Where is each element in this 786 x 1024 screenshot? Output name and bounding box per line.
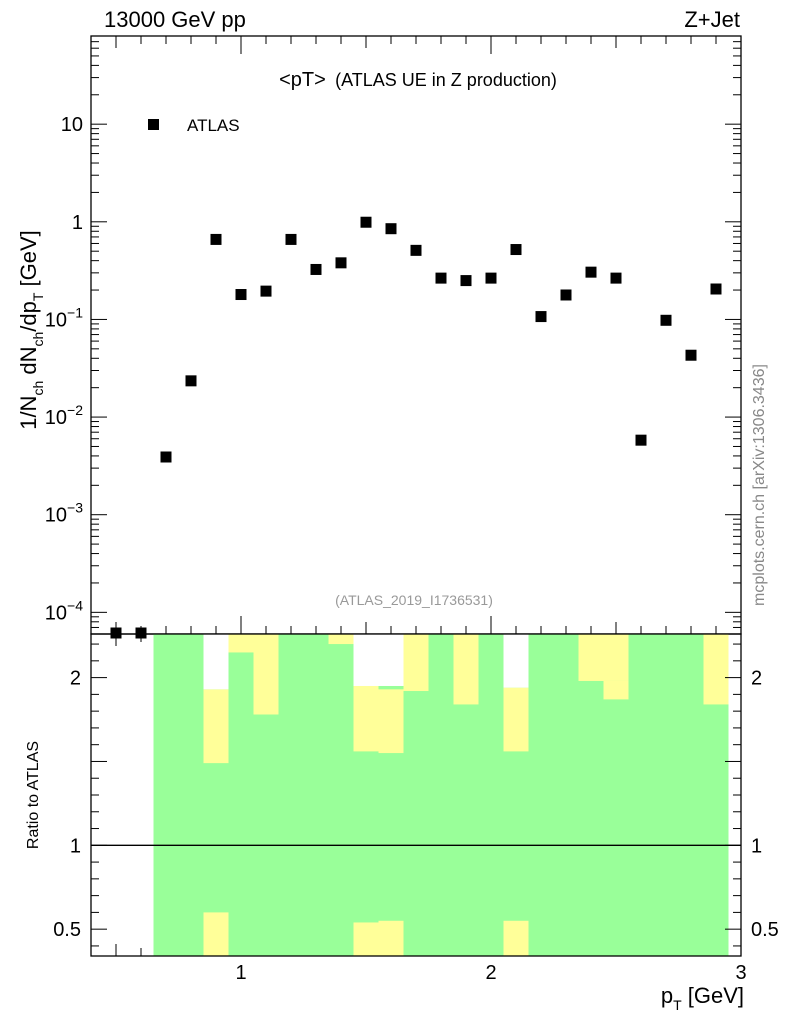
- ratio-band-outer-5-1: [353, 685, 379, 752]
- data-point-24: [710, 283, 722, 295]
- plot-title-main: <pT>: [279, 69, 326, 91]
- ratio-band-outer-6-0: [378, 920, 404, 956]
- plot-title: <pT> (ATLAS UE in Z production): [279, 69, 557, 91]
- main-y-tick-label-3: 10−2: [45, 402, 83, 429]
- data-point-16: [510, 244, 522, 256]
- main-y-tick-label-0: 10: [61, 114, 83, 136]
- ratio-band-inner-5: [378, 634, 404, 956]
- ratio-band-outer-5-0: [353, 922, 379, 956]
- ratio-band-outer-1-0: [228, 634, 254, 653]
- ratio-band-outer-4-0: [328, 634, 354, 645]
- analysis-id-label: (ATLAS_2019_I1736531): [335, 592, 493, 608]
- ratio-band-outer-12-0: [703, 634, 729, 705]
- data-point-20: [610, 272, 622, 284]
- data-point-19: [585, 266, 597, 278]
- plot-title-detail: (ATLAS UE in Z production): [335, 70, 557, 90]
- ratio-band-outer-9-1: [503, 687, 529, 752]
- ratio-plot-area: 1 2 3 2 2 1 1 0.5 0.5: [53, 633, 779, 984]
- ratio-band-outer-0-1: [203, 689, 229, 764]
- ratio-band-outer-11-0: [603, 680, 629, 700]
- data-point-17: [535, 311, 547, 323]
- data-point-1: [135, 627, 147, 639]
- main-y-tick-label-5: 10−4: [45, 597, 83, 624]
- data-point-6: [260, 285, 272, 297]
- header-right-label: Z+Jet: [684, 7, 740, 32]
- ratio-band-outer-9-0: [503, 920, 529, 956]
- ratio-y-tick-label-right-1: 1: [751, 835, 762, 857]
- data-point-21: [635, 434, 647, 446]
- ratio-band-inner-7: [428, 634, 454, 956]
- watermark-label: mcplots.cern.ch [arXiv:1306.3436]: [751, 364, 768, 606]
- ratio-y-tick-label-1: 1: [70, 835, 81, 857]
- ratio-band-outer-2-0: [253, 634, 279, 715]
- ratio-band-gap-0-0: [203, 634, 229, 690]
- ratio-band-outer-8-0: [453, 634, 479, 705]
- ratio-band-inner-14: [628, 634, 704, 956]
- data-point-13: [435, 272, 447, 284]
- main-y-axis-label: 1/Nch dNch/dpT [GeV]: [16, 230, 46, 430]
- data-point-5: [235, 289, 247, 301]
- ratio-band-outer-10-0: [578, 634, 629, 681]
- data-point-8: [310, 263, 322, 275]
- x-tick-label-0: 1: [235, 962, 246, 984]
- data-point-12: [410, 244, 422, 256]
- ratio-band-inner-2: [228, 634, 254, 956]
- data-point-3: [185, 375, 197, 387]
- legend-marker-atlas: [148, 119, 159, 130]
- data-point-15: [485, 272, 497, 284]
- main-y-tick-label-2: 10−1: [45, 304, 83, 331]
- main-y-tick-label-4: 10−3: [45, 500, 83, 527]
- data-point-18: [560, 289, 572, 301]
- data-point-2: [160, 451, 172, 463]
- data-point-4: [210, 233, 222, 245]
- legend-label-atlas: ATLAS: [187, 116, 240, 135]
- data-point-7: [285, 233, 297, 245]
- main-y-tick-label-1: 1: [72, 212, 83, 234]
- ratio-band-gap-2-0: [503, 634, 529, 688]
- data-point-14: [460, 275, 472, 287]
- data-point-11: [385, 223, 397, 235]
- data-point-23: [685, 349, 697, 361]
- ratio-y-tick-label-right-2: 0.5: [751, 919, 779, 941]
- x-axis-label: pT [GeV]: [661, 983, 744, 1013]
- ratio-y-axis-label: Ratio to ATLAS: [25, 741, 42, 849]
- data-point-0: [110, 627, 122, 639]
- x-tick-label-1: 2: [485, 962, 496, 984]
- ratio-band-outer-7-0: [403, 634, 429, 692]
- ratio-band-inner-12: [578, 634, 604, 956]
- ratio-band-inner-11: [528, 634, 579, 956]
- ratio-band-outer-0-0: [203, 912, 229, 956]
- ratio-band-gap-1-0: [353, 634, 404, 686]
- ratio-band-outer-6-1: [378, 689, 404, 754]
- data-point-9: [335, 257, 347, 269]
- data-point-10: [360, 216, 372, 228]
- ratio-y-tick-label-2: 0.5: [53, 919, 81, 941]
- x-tick-label-2: 3: [735, 962, 746, 984]
- ratio-band-inner-0: [153, 634, 204, 956]
- ratio-y-tick-label-right-0: 2: [751, 668, 762, 690]
- ratio-y-tick-label-0: 2: [70, 668, 81, 690]
- data-point-22: [660, 314, 672, 326]
- header-left-label: 13000 GeV pp: [104, 7, 246, 32]
- ratio-band-inner-9: [478, 634, 504, 956]
